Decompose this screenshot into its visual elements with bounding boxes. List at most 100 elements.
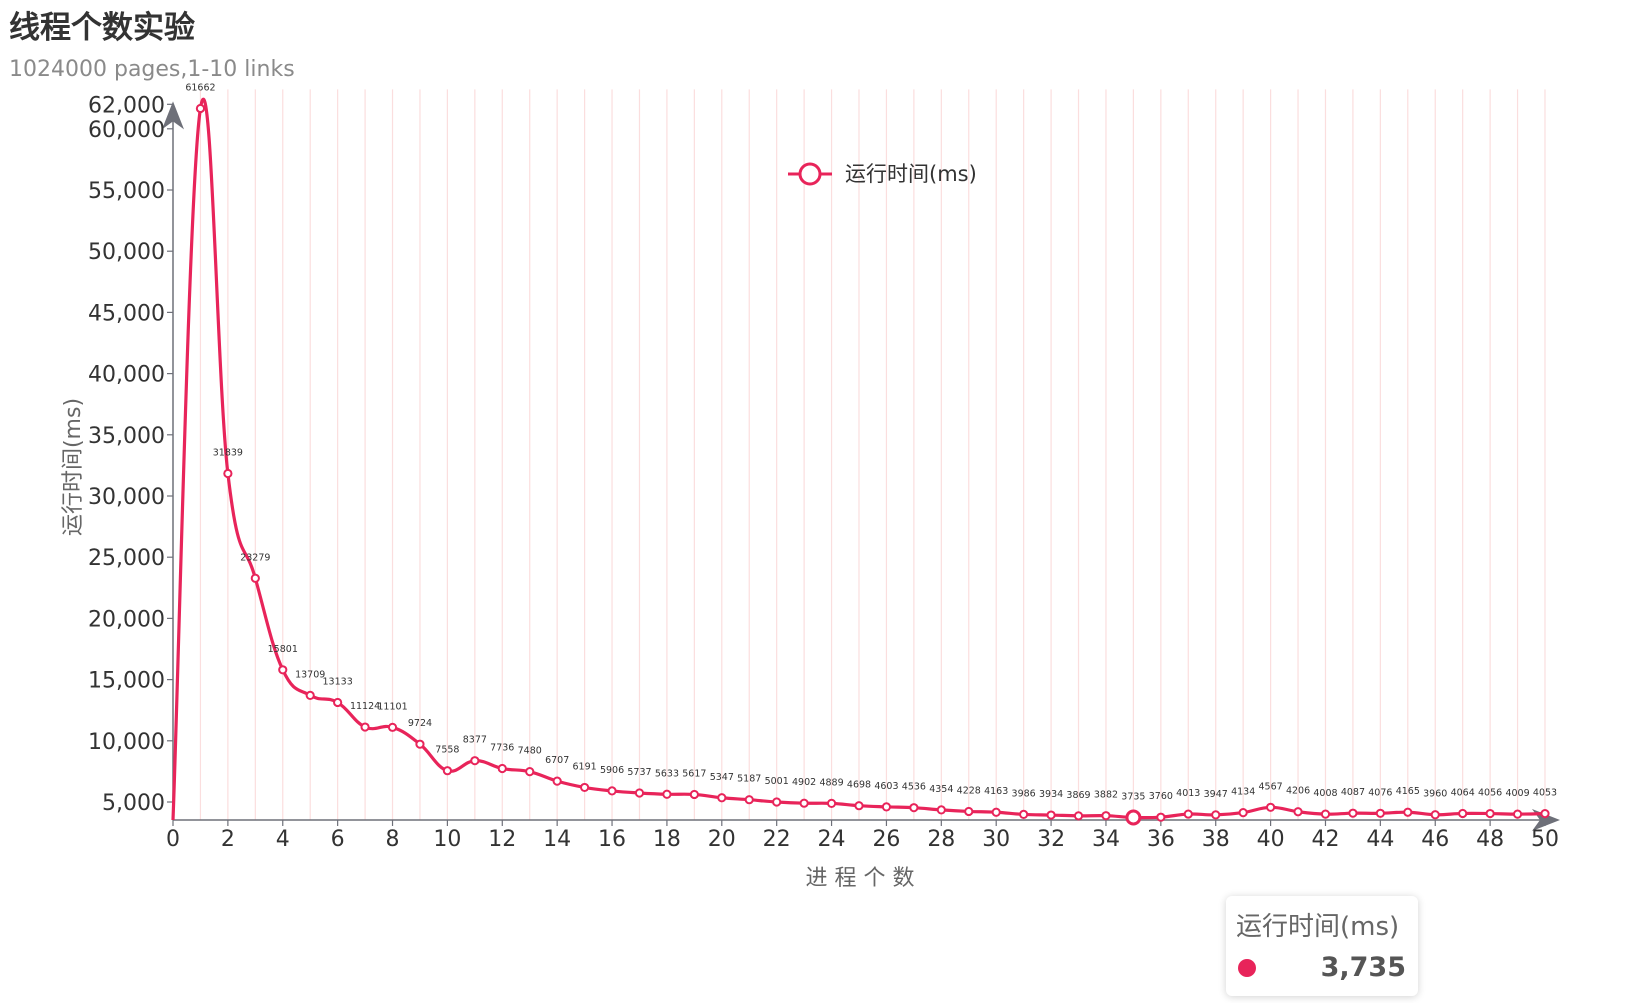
y-axis-label: 运行时间(ms) (61, 398, 86, 536)
data-point[interactable] (387, 722, 398, 732)
data-point[interactable] (689, 789, 699, 800)
x-tick-label: 26 (872, 827, 900, 852)
x-tick-label: 4 (276, 827, 290, 852)
data-point[interactable] (1430, 810, 1440, 820)
data-point[interactable] (1540, 808, 1550, 819)
x-tick-label: 50 (1531, 827, 1559, 852)
data-point[interactable] (1485, 808, 1495, 819)
legend[interactable]: 运行时间(ms) (788, 162, 977, 186)
data-label: 13709 (295, 669, 325, 680)
data-point[interactable] (525, 767, 535, 777)
data-point[interactable] (1320, 809, 1331, 819)
data-point[interactable] (607, 786, 617, 796)
legend-label: 运行时间(ms) (845, 162, 977, 186)
data-point[interactable] (936, 805, 946, 815)
data-point[interactable] (1073, 811, 1084, 821)
data-label: 3934 (1039, 789, 1063, 800)
y-tick-label: 25,000 (88, 546, 165, 571)
chart-title: 线程个数实验 (9, 10, 195, 46)
grid-lines (199, 89, 1546, 820)
x-tick-label: 18 (653, 827, 681, 852)
data-point[interactable] (772, 797, 782, 807)
data-point[interactable] (826, 798, 837, 808)
data-label: 4076 (1368, 787, 1392, 798)
data-label: 61662 (185, 82, 215, 93)
data-point[interactable] (1211, 810, 1221, 820)
data-point[interactable] (1512, 809, 1523, 819)
data-point[interactable] (634, 788, 645, 798)
data-point[interactable] (442, 766, 452, 776)
data-point[interactable] (662, 789, 672, 799)
data-point[interactable] (854, 801, 864, 811)
data-label: 6707 (545, 755, 569, 766)
data-label: 7736 (490, 743, 514, 754)
data-point[interactable] (717, 793, 727, 803)
data-point[interactable] (1348, 808, 1358, 818)
data-point[interactable] (1019, 809, 1029, 820)
data-point[interactable] (744, 795, 754, 805)
data-label: 4536 (902, 782, 926, 793)
data-point[interactable] (470, 756, 480, 766)
data-point[interactable] (1046, 810, 1056, 820)
data-point[interactable] (552, 776, 562, 786)
tooltip-value: 3,735 (1320, 952, 1406, 983)
data-label: 4354 (929, 784, 953, 795)
data-label: 4056 (1478, 788, 1502, 799)
x-tick-label: 32 (1037, 827, 1065, 852)
data-label: 4087 (1341, 787, 1365, 798)
tooltip: 运行时间(ms) 3,735 (1226, 896, 1418, 996)
data-point[interactable] (1266, 802, 1276, 812)
y-tick-label: 50,000 (88, 240, 165, 265)
data-label: 4698 (847, 780, 871, 791)
x-tick-label: 46 (1421, 827, 1449, 852)
data-point[interactable] (1458, 808, 1468, 819)
data-point[interactable] (909, 803, 919, 813)
data-point[interactable] (1238, 807, 1248, 818)
data-point[interactable] (497, 763, 507, 774)
data-label: 5906 (600, 765, 624, 776)
data-point[interactable] (1403, 807, 1413, 817)
data-point[interactable] (223, 468, 233, 479)
data-point[interactable] (1101, 811, 1111, 821)
data-label: 5737 (627, 767, 651, 778)
x-tick-label: 28 (927, 827, 955, 852)
tooltip-series-name: 运行时间(ms) (1236, 912, 1400, 942)
x-tick-label: 12 (488, 827, 516, 852)
data-label: 4134 (1231, 787, 1255, 798)
tooltip-marker-icon (1238, 959, 1256, 977)
data-point[interactable] (799, 798, 809, 808)
data-point[interactable] (415, 739, 425, 749)
data-point[interactable] (1375, 808, 1385, 818)
data-label: 4008 (1313, 788, 1337, 799)
data-point[interactable] (360, 722, 370, 732)
data-label: 15801 (268, 644, 298, 655)
y-tick-label: 20,000 (88, 607, 165, 632)
data-point[interactable] (333, 697, 343, 708)
data-label: 5633 (655, 768, 679, 779)
data-point[interactable] (1156, 812, 1166, 822)
data-point[interactable] (195, 103, 206, 114)
data-point[interactable] (1125, 809, 1142, 826)
data-label: 13133 (323, 676, 353, 687)
data-label: 3960 (1423, 789, 1447, 800)
x-tick-label: 0 (166, 827, 180, 852)
data-point[interactable] (278, 665, 288, 675)
chart-subtitle: 1024000 pages,1-10 links (9, 57, 295, 82)
data-point[interactable] (305, 690, 315, 701)
data-point[interactable] (580, 782, 590, 793)
y-tick-label: 60,000 (88, 118, 165, 143)
y-tick-label: 15,000 (88, 669, 165, 694)
data-label: 4064 (1451, 787, 1475, 798)
y-tick-label: 55,000 (88, 179, 165, 204)
x-tick-label: 34 (1092, 827, 1120, 852)
data-point[interactable] (964, 806, 974, 817)
data-point[interactable] (1293, 807, 1303, 817)
data-point[interactable] (991, 807, 1001, 817)
data-point[interactable] (250, 573, 260, 583)
data-label: 23279 (240, 552, 270, 563)
data-label: 11101 (377, 701, 407, 712)
data-point[interactable] (881, 802, 892, 812)
data-point[interactable] (1183, 809, 1193, 819)
data-label: 4889 (819, 777, 843, 788)
